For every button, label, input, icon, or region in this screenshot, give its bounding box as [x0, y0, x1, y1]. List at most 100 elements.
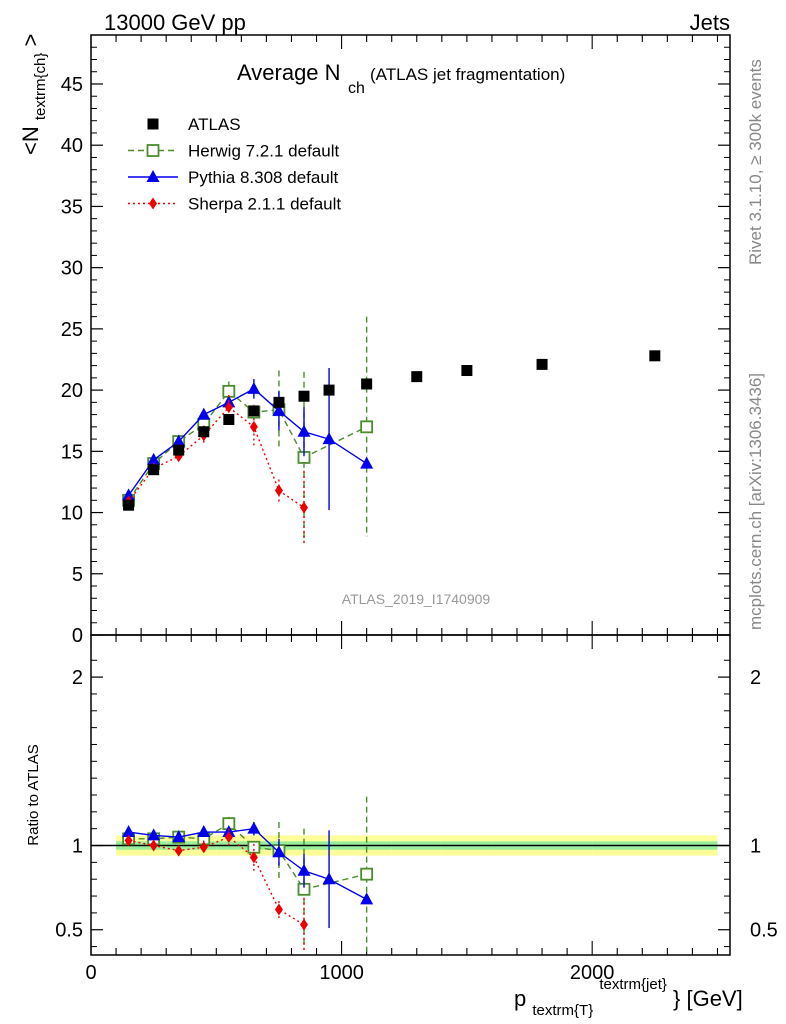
atlas-point [323, 384, 335, 396]
atlas-point [461, 365, 473, 377]
main-series-layer [122, 316, 374, 545]
ratio-y-axis-label: Ratio to ATLAS [25, 744, 42, 845]
plot-title-tail: (ATLAS jet fragmentation) [370, 65, 565, 84]
legend-atlas-label: ATLAS [188, 115, 241, 134]
y-axis-label-sub: textrm{ch} [32, 53, 49, 121]
pythia-ratio-point [122, 825, 136, 838]
legend-atlas-marker [147, 118, 159, 130]
x-axis-label-sup: textrm{jet} [599, 976, 667, 993]
y-axis-label-main: <N [18, 126, 43, 155]
x-axis-label-tail: } [GeV] [673, 986, 743, 1011]
pythia-point [272, 403, 286, 416]
pythia-ratio-point [197, 825, 211, 838]
pythia-ratio-point [322, 872, 336, 885]
ratio-tick-label: 2 [72, 667, 83, 689]
sherpa-ratio-point [174, 844, 183, 857]
y-tick-label: 35 [61, 196, 83, 218]
x-axis-label-main: p [514, 986, 526, 1011]
mcplots-label: mcplots.cern.ch [arXiv:1306.3436] [746, 373, 765, 630]
y-tick-label: 0 [72, 625, 83, 647]
atlas-point [649, 350, 661, 362]
x-tick-label: 1000 [319, 962, 364, 984]
sherpa-point [274, 484, 283, 497]
y-tick-label: 40 [61, 135, 83, 157]
plot-title-main: Average N [237, 60, 341, 85]
legend-pythia-label: Pythia 8.308 default [188, 168, 339, 187]
sherpa-point [224, 401, 233, 414]
y-tick-label: 10 [61, 503, 83, 525]
main-plot-frame [90, 34, 731, 636]
pythia-point [247, 381, 261, 394]
herwig-line [128, 390, 367, 501]
pythia-point [322, 432, 336, 445]
ratio-tick-label-right: 2 [750, 667, 761, 689]
ratio-tick-label-right: 1 [750, 836, 761, 858]
atlas-point [411, 371, 423, 383]
sherpa-ratio-point [199, 841, 208, 854]
ratio-tick-label: 0.5 [55, 920, 83, 942]
herwig-ratio-point [360, 867, 374, 881]
y-tick-label: 15 [61, 441, 83, 463]
pythia-point [197, 407, 211, 420]
y-tick-label: 30 [61, 258, 83, 280]
y-tick-label: 25 [61, 319, 83, 341]
sherpa-ratio-point [224, 831, 233, 844]
sherpa-ratio-point [274, 903, 283, 916]
atlas-point [123, 499, 135, 511]
pythia-point [297, 424, 311, 437]
x-axis-label: p textrm{T} textrm{jet} } [GeV] [514, 969, 743, 1020]
sherpa-point [300, 501, 308, 514]
legend-herwig-marker [146, 144, 160, 157]
legend: ATLAS Herwig 7.2.1 default Pythia 8.308 de… [128, 115, 341, 214]
main-x-axis-ticks [90, 35, 719, 635]
pythia-ratio-point [147, 828, 161, 841]
plot-title: Average N [237, 60, 341, 85]
atlas-point [223, 413, 235, 425]
x-tick-label: 2000 [570, 962, 615, 984]
atlas-point [273, 396, 285, 408]
ratio-tick-label-right: 0.5 [750, 920, 778, 942]
x-tick-label: 0 [85, 962, 96, 984]
legend-pythia-marker [146, 170, 160, 182]
ratio-tick-label: 1 [72, 836, 83, 858]
ratio-series-layer [122, 796, 374, 952]
pythia-ratio-point [360, 892, 374, 905]
atlas-point [148, 464, 160, 476]
atlas-point [173, 444, 185, 456]
x-axis: 0 1000 2000 [85, 635, 719, 984]
plot-title-subscript: ch [348, 80, 365, 97]
pythia-ratio-point [297, 863, 311, 876]
atlas-point [298, 390, 310, 402]
legend-herwig-label: Herwig 7.2.1 default [188, 142, 339, 161]
herwig-ratio-point [247, 840, 261, 854]
header-left-label: 13000 GeV pp [104, 10, 246, 35]
y-tick-label: 45 [61, 74, 83, 96]
atlas-point [361, 378, 373, 390]
sherpa-point [249, 420, 258, 433]
x-axis-label-sub: textrm{T} [532, 1002, 593, 1019]
atlas-point [536, 358, 548, 370]
y-axis-label-tail: > [18, 34, 43, 47]
sherpa-ratio-point [124, 834, 133, 847]
atlas-point [198, 426, 210, 438]
y-tick-label: 5 [72, 564, 83, 586]
ratio-plot-frame [90, 634, 731, 956]
sherpa-ratio-point [149, 839, 158, 852]
pythia-ratio-line [128, 827, 367, 901]
ratio-plot-panel: 0.5 0.5 1 1 2 2 0 1000 2000 [55, 634, 778, 984]
pythia-line [128, 388, 368, 496]
y-tick-label: 20 [61, 380, 83, 402]
atlas-point [248, 405, 260, 417]
main-y-axis: 0 5 10 15 20 25 30 35 40 45 [61, 34, 730, 647]
sherpa-ratio-point [300, 918, 308, 931]
analysis-id-label: ATLAS_2019_I1740909 [342, 591, 491, 607]
legend-sherpa-marker [149, 197, 157, 210]
herwig-point [360, 420, 374, 434]
pythia-ratio-point [272, 845, 286, 858]
pythia-ratio-point [172, 830, 186, 843]
sherpa-ratio-point [249, 851, 258, 864]
pythia-point [172, 434, 186, 447]
main-plot-panel: 0 5 10 15 20 25 30 35 40 45 Average N ch (ATLAS j… [61, 34, 731, 647]
legend-sherpa-label: Sherpa 2.1.1 default [188, 195, 341, 214]
